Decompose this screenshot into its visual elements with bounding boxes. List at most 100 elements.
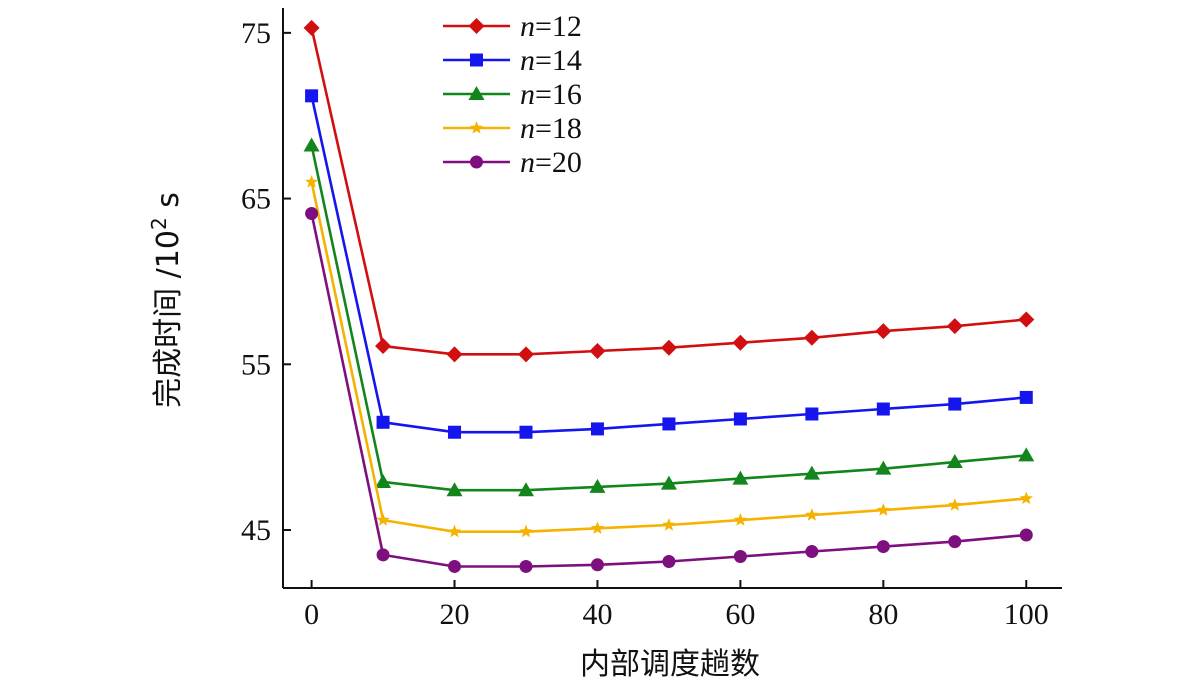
data-point [519,425,533,439]
data-point [589,478,606,493]
series-n-12 [303,19,1035,363]
x-tick-label: 80 [868,598,898,631]
data-point [517,482,534,497]
data-point [876,402,890,416]
data-point [1018,447,1035,462]
data-point [519,559,533,573]
data-point [1018,311,1035,328]
data-point [1019,491,1033,505]
data-point [376,415,390,429]
legend-marker [468,86,485,100]
legend-label-value: =14 [535,44,582,77]
data-point [948,498,962,511]
data-point [303,137,320,152]
legend-label: n=14 [520,44,582,77]
data-point [948,535,962,549]
series-line [310,213,1027,568]
data-point [875,460,892,475]
legend-label-var: n [520,10,535,43]
data-point [375,473,392,488]
legend-item: n=14 [443,44,582,77]
legend: n=12n=14n=16n=18n=20 [443,10,582,179]
data-point [876,540,890,554]
data-point [376,513,390,526]
series-n-20 [305,206,1033,573]
legend-label-var: n [520,146,535,179]
data-point [733,513,748,526]
legend-item: n=16 [443,78,582,111]
data-point [446,482,463,497]
series-n-18 [304,175,1033,538]
data-point [662,518,676,531]
series-line [310,27,1027,356]
legend-label-var: n [520,78,535,111]
data-point [448,559,462,573]
y-axis-title-unit: s [151,192,186,217]
x-tick-label: 20 [440,598,470,631]
legend-label: n=20 [520,146,582,179]
x-axis-title: 内部调度趟数 [580,647,760,682]
data-point [803,329,820,346]
data-point [876,503,890,516]
legend-item: n=12 [443,10,582,43]
data-point [946,318,963,335]
data-point [448,425,462,439]
y-axis-title-main: 完成时间 /10 [151,230,186,408]
legend-label: n=12 [520,10,582,43]
data-point [662,417,676,431]
data-point [732,334,749,351]
y-axis-title: 完成时间 /102 s [147,192,186,408]
data-point [733,412,747,426]
data-point [875,323,892,340]
series-n-14 [305,89,1033,439]
data-point [948,397,962,411]
data-point [805,508,819,521]
data-point [732,470,749,485]
legend-marker [470,155,483,169]
data-point [590,422,604,436]
data-point [590,521,605,535]
data-point [446,346,463,363]
legend-item: n=18 [443,112,582,145]
legend-label-value: =18 [535,112,582,145]
x-tick-label: 0 [304,598,319,631]
data-point [376,548,390,562]
series-line [310,95,1027,434]
y-axis-title-sup: 2 [147,217,171,230]
series-layer [303,19,1035,573]
data-point [305,206,319,220]
data-point [733,550,747,564]
series-n-16 [303,137,1035,497]
x-tick-label: 40 [582,598,612,631]
data-point [662,554,676,568]
data-point [660,475,677,490]
data-point [519,524,533,538]
data-point [589,343,606,360]
legend-label: n=16 [520,78,582,111]
x-tick-label: 60 [725,598,755,631]
legend-label: n=18 [520,112,582,145]
legend-marker [469,121,484,134]
axes: 0 20 40 60 80 100 45 55 65 75 [241,8,1062,631]
data-point [1019,528,1033,542]
data-point [946,454,963,469]
data-point [517,346,534,363]
legend-label-var: n [520,112,535,145]
y-tick-label: 45 [241,514,271,547]
data-point [590,558,604,572]
legend-label-value: =16 [535,78,582,111]
data-point [660,339,677,356]
legend-label-value: =12 [535,10,582,43]
data-point [1019,390,1033,404]
data-point [803,465,820,480]
legend-label-value: =20 [535,146,582,179]
y-tick-label: 75 [241,17,271,50]
data-point [805,545,819,559]
data-point [304,175,319,188]
data-point [447,524,462,538]
legend-marker [468,18,485,34]
legend-label-var: n [520,44,535,77]
x-tick-label: 100 [1004,598,1049,631]
series-line [310,145,1027,492]
